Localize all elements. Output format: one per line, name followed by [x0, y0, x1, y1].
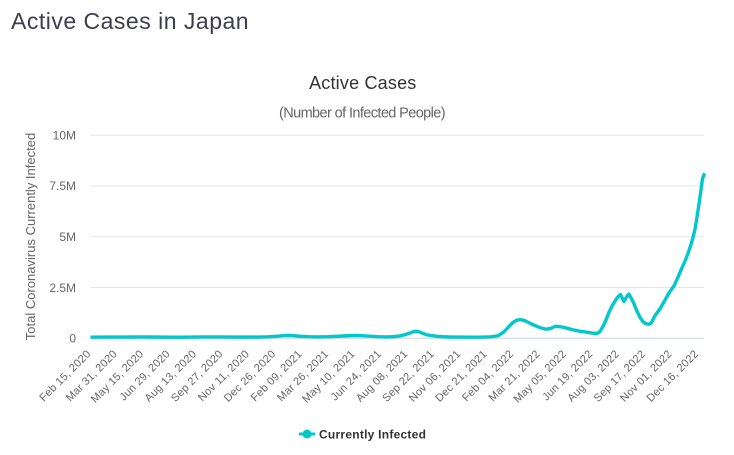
- svg-text:Total Coronavirus Currently In: Total Coronavirus Currently Infected: [23, 133, 38, 340]
- svg-text:Currently Infected: Currently Infected: [319, 428, 426, 442]
- svg-text:5M: 5M: [59, 230, 76, 244]
- svg-text:2.5M: 2.5M: [49, 281, 76, 295]
- svg-text:0: 0: [69, 332, 76, 346]
- svg-text:10M: 10M: [53, 129, 76, 143]
- svg-text:7.5M: 7.5M: [49, 179, 76, 193]
- svg-text:(Number of Infected People): (Number of Infected People): [279, 106, 445, 122]
- svg-text:Active Cases: Active Cases: [309, 73, 416, 93]
